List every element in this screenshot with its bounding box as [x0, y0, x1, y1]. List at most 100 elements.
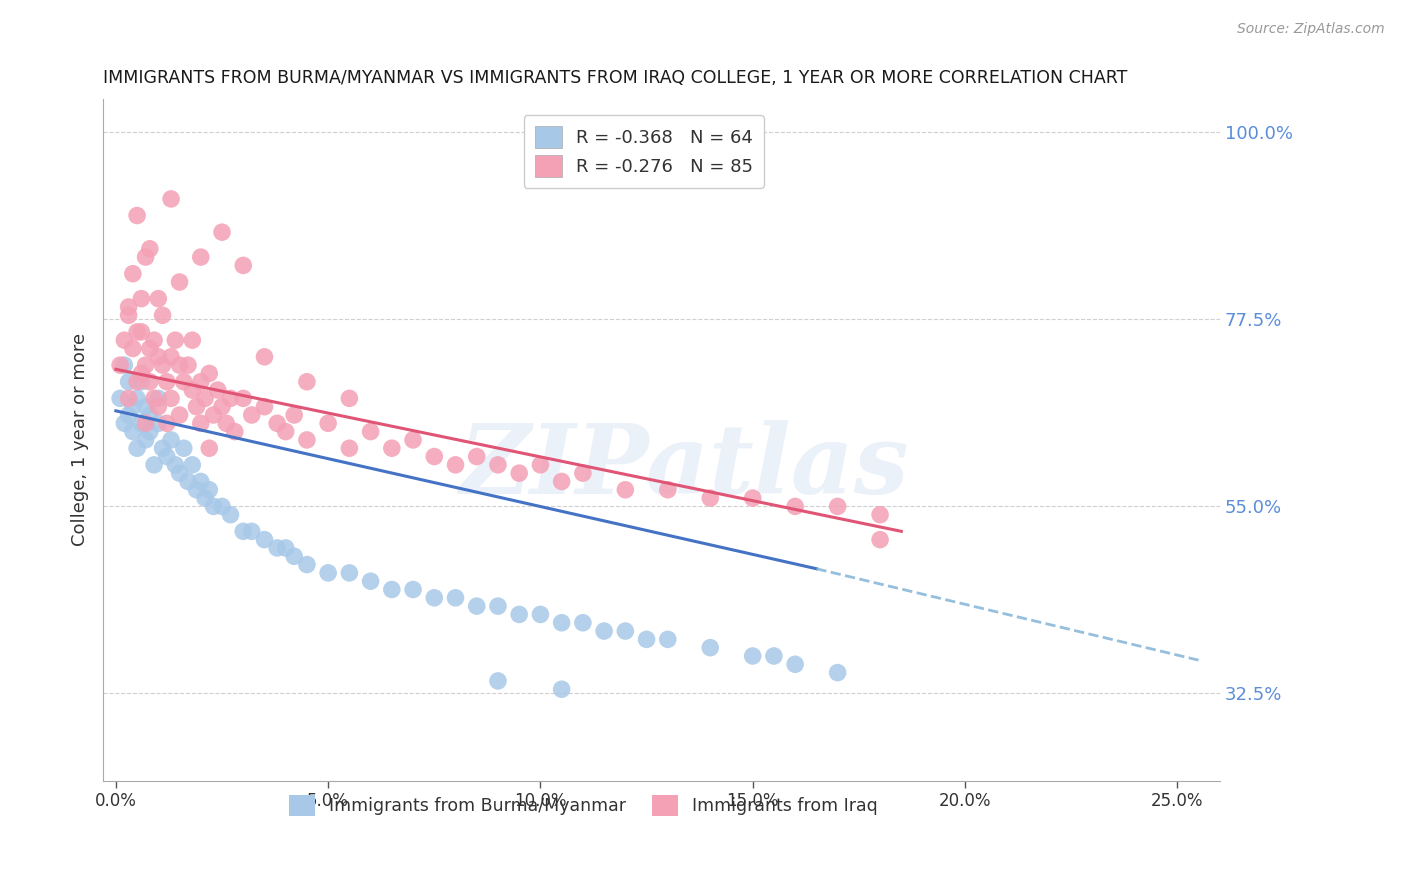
Point [177, 475, 200, 489]
Point [283, 549, 305, 564]
Point [337, 392, 360, 406]
Point [283, 408, 305, 422]
Point [173, 375, 195, 389]
Point [117, 408, 139, 422]
Point [117, 300, 139, 314]
Point [762, 648, 785, 663]
Text: Source: ZipAtlas.com: Source: ZipAtlas.com [1237, 22, 1385, 37]
Point [186, 400, 208, 414]
Point [165, 458, 187, 472]
Point [135, 250, 157, 264]
Point [112, 333, 135, 347]
Point [127, 325, 149, 339]
Point [156, 375, 179, 389]
Point [550, 682, 572, 697]
Point [117, 375, 139, 389]
Point [156, 417, 179, 431]
Point [593, 624, 616, 638]
Point [360, 425, 382, 439]
Point [148, 417, 170, 431]
Point [135, 400, 157, 414]
Point [131, 292, 153, 306]
Point [139, 408, 162, 422]
Point [202, 408, 225, 422]
Text: ZIPatlas: ZIPatlas [458, 420, 908, 514]
Point [572, 615, 595, 630]
Point [112, 358, 135, 372]
Point [152, 441, 174, 455]
Point [741, 491, 763, 505]
Point [165, 333, 187, 347]
Point [148, 350, 170, 364]
Point [198, 367, 221, 381]
Point [614, 624, 637, 638]
Point [131, 367, 153, 381]
Point [253, 350, 276, 364]
Point [295, 433, 318, 447]
Point [143, 458, 166, 472]
Point [423, 591, 446, 605]
Point [131, 375, 153, 389]
Point [152, 358, 174, 372]
Point [266, 541, 288, 555]
Legend: Immigrants from Burma/Myanmar, Immigrants from Iraq: Immigrants from Burma/Myanmar, Immigrant… [283, 788, 884, 823]
Point [190, 417, 212, 431]
Point [181, 333, 204, 347]
Point [121, 400, 143, 414]
Point [160, 392, 183, 406]
Point [316, 417, 339, 431]
Point [169, 275, 191, 289]
Point [194, 491, 217, 505]
Point [240, 524, 263, 539]
Point [143, 392, 166, 406]
Point [127, 441, 149, 455]
Point [657, 483, 679, 497]
Point [127, 392, 149, 406]
Point [266, 417, 288, 431]
Point [135, 358, 157, 372]
Point [127, 209, 149, 223]
Point [636, 632, 658, 647]
Point [190, 250, 212, 264]
Point [869, 508, 891, 522]
Point [117, 392, 139, 406]
Point [253, 533, 276, 547]
Point [381, 582, 404, 597]
Point [207, 383, 229, 397]
Point [529, 607, 551, 622]
Point [181, 383, 204, 397]
Point [148, 392, 170, 406]
Point [614, 483, 637, 497]
Point [139, 242, 162, 256]
Point [131, 417, 153, 431]
Point [215, 417, 238, 431]
Point [112, 417, 135, 431]
Point [486, 599, 509, 614]
Point [550, 475, 572, 489]
Point [152, 308, 174, 322]
Y-axis label: College, 1 year or more: College, 1 year or more [72, 334, 89, 547]
Point [211, 500, 233, 514]
Point [202, 500, 225, 514]
Point [402, 582, 425, 597]
Point [135, 433, 157, 447]
Point [143, 333, 166, 347]
Point [194, 392, 217, 406]
Point [274, 425, 297, 439]
Point [139, 425, 162, 439]
Point [108, 392, 131, 406]
Point [232, 392, 254, 406]
Point [169, 466, 191, 480]
Point [169, 408, 191, 422]
Point [486, 673, 509, 688]
Point [139, 375, 162, 389]
Point [381, 441, 404, 455]
Point [785, 657, 807, 672]
Point [337, 566, 360, 580]
Point [869, 533, 891, 547]
Point [156, 450, 179, 464]
Point [160, 192, 183, 206]
Point [127, 375, 149, 389]
Point [465, 450, 488, 464]
Point [274, 541, 297, 555]
